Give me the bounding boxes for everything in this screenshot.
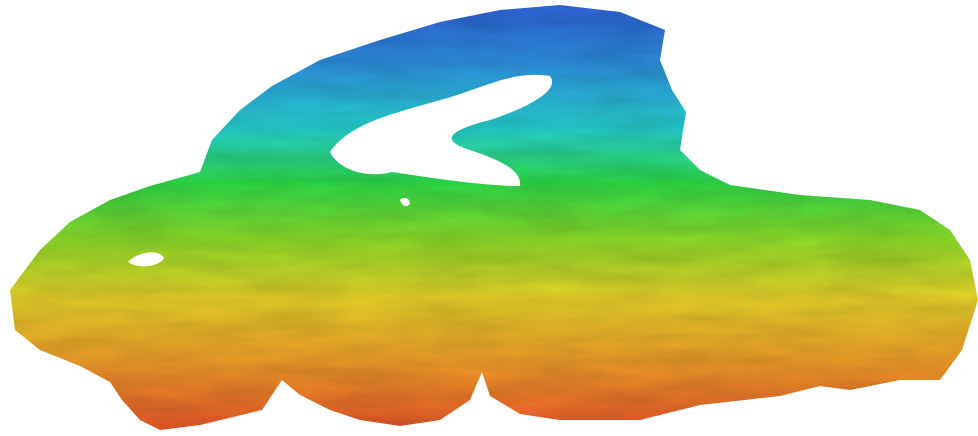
hole (128, 252, 164, 267)
terrain (10, 5, 978, 430)
hole (330, 74, 553, 186)
hole (400, 197, 410, 207)
